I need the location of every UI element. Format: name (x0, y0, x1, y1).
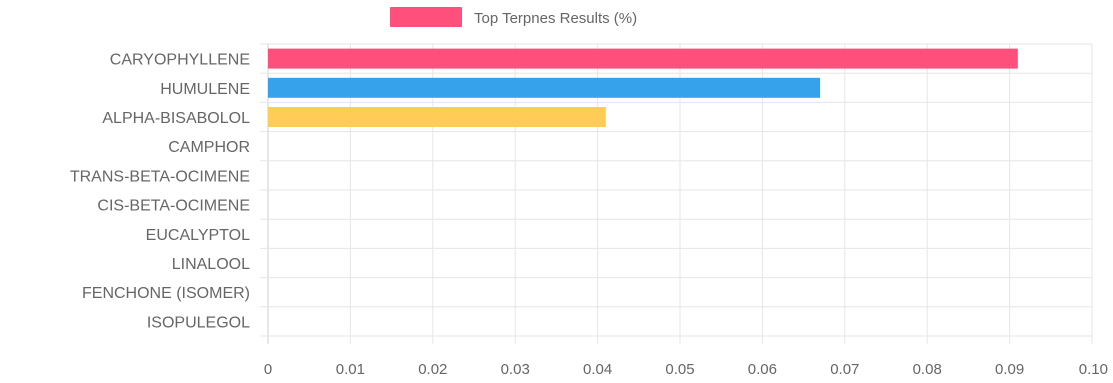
category-label: HUMULENE (160, 81, 250, 98)
legend-swatch (390, 7, 462, 27)
bars (268, 48, 1018, 127)
x-tick-label: 0.04 (583, 361, 612, 378)
x-tick-label: 0.06 (748, 361, 777, 378)
x-tick-labels: 0 0.01 0.02 0.03 0.04 0.05 0.06 0.07 0.08 0.09 0.1… (264, 361, 1108, 378)
x-tick-label: 0.10 (1079, 361, 1108, 378)
category-labels: CARYOPHYLLENE HUMULENE ALPHA-BISABOLOL CAMP… (70, 52, 250, 332)
category-label: FENCHONE (ISOMER) (82, 285, 250, 302)
legend[interactable]: Top Terpnes Results (%) (390, 7, 637, 27)
category-label: ISOPULEGOL (147, 314, 250, 331)
category-label: LINALOOL (172, 256, 250, 273)
x-tick-label: 0.03 (501, 361, 530, 378)
category-label: CIS-BETA-OCIMENE (97, 198, 250, 215)
x-tick-label: 0.02 (418, 361, 447, 378)
category-label: TRANS-BETA-OCIMENE (70, 168, 250, 185)
x-tick-label: 0 (264, 361, 272, 378)
x-tick-label: 0.07 (830, 361, 859, 378)
x-tick-label: 0.09 (995, 361, 1024, 378)
bar-caryophyllene[interactable] (268, 48, 1018, 69)
x-tick-label: 0.05 (665, 361, 694, 378)
bar-humulene[interactable] (268, 77, 821, 98)
legend-label: Top Terpnes Results (%) (474, 10, 637, 27)
category-label: ALPHA-BISABOLOL (102, 110, 250, 127)
bar-alpha-bisabolol[interactable] (268, 107, 606, 127)
x-tick-label: 0.01 (336, 361, 365, 378)
x-tick-label: 0.08 (913, 361, 942, 378)
category-label: CARYOPHYLLENE (110, 52, 250, 69)
category-label: CAMPHOR (168, 139, 250, 156)
category-label: EUCALYPTOL (146, 227, 250, 244)
